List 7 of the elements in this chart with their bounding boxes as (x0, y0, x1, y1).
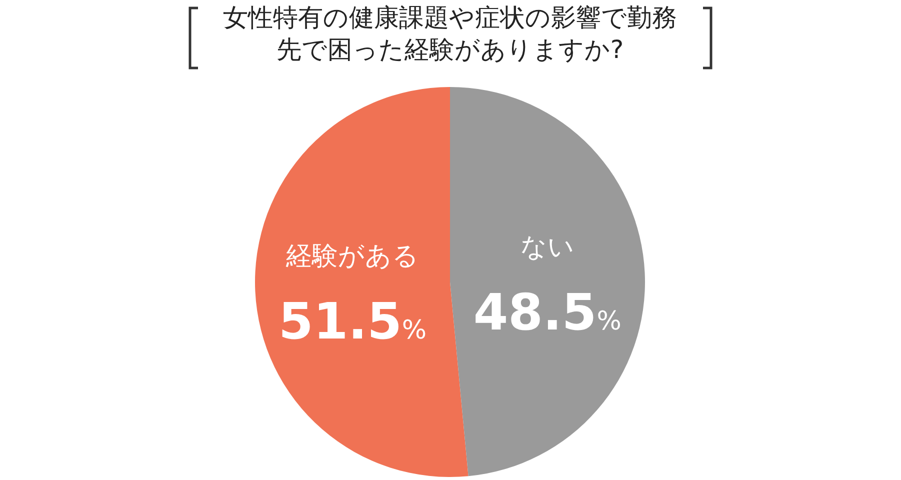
data-label: 51.5% (278, 292, 427, 351)
slice-label: 経験がある (285, 242, 420, 272)
chart-title: 女性特有の健康課題や症状の影響で勤務先で困った経験がありますか? (222, 2, 678, 66)
slice-label: ない (520, 232, 574, 262)
data-label: 48.5% (473, 283, 622, 342)
pie-slice (255, 87, 468, 477)
pie-slice (450, 87, 645, 476)
